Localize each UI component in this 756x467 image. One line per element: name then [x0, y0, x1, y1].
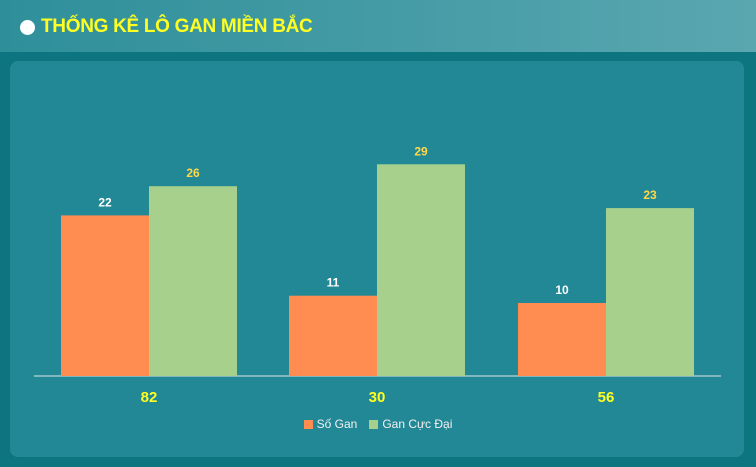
- page-title: THỐNG KÊ LÔ GAN MIỀN BẮC: [41, 15, 313, 37]
- legend-swatch-gan-cuc-dai: [369, 419, 379, 429]
- bar-so-gan-30[interactable]: [289, 295, 377, 376]
- bar-gan-cuc-dai-30[interactable]: [377, 164, 465, 376]
- data-label-so-gan-82: 22: [98, 195, 112, 209]
- bars-layer: 22 26 82 11 29 30 10 23 56: [61, 144, 694, 406]
- bar-so-gan-82[interactable]: [61, 215, 149, 376]
- data-label-so-gan-30: 11: [327, 276, 340, 290]
- legend-label-gan-cuc-dai: Gan Cực Đại: [382, 417, 453, 431]
- data-label-so-gan-56: 10: [555, 283, 569, 297]
- legend-item-so-gan[interactable]: Số Gan: [303, 417, 358, 431]
- bar-gan-cuc-dai-82[interactable]: [149, 186, 237, 376]
- x-tick-label-56: 56: [598, 389, 615, 406]
- data-label-gan-cuc-dai-82: 26: [186, 166, 200, 180]
- bar-so-gan-56[interactable]: [518, 303, 606, 376]
- x-tick-label-30: 30: [369, 389, 386, 406]
- data-label-gan-cuc-dai-30: 29: [414, 144, 428, 158]
- bar-gan-cuc-dai-56[interactable]: [606, 208, 694, 376]
- legend-item-gan-cuc-dai[interactable]: Gan Cực Đại: [369, 417, 452, 431]
- header-bar: THỐNG KÊ LÔ GAN MIỀN BẮC: [0, 0, 756, 52]
- legend-label-so-gan: Số Gan: [316, 417, 358, 431]
- legend-swatch-so-gan: [303, 419, 313, 429]
- chart-legend: Số Gan Gan Cực Đại: [0, 417, 756, 431]
- x-tick-label-82: 82: [141, 389, 158, 406]
- data-label-gan-cuc-dai-56: 23: [643, 188, 657, 202]
- bullet-dot-icon: [20, 19, 35, 35]
